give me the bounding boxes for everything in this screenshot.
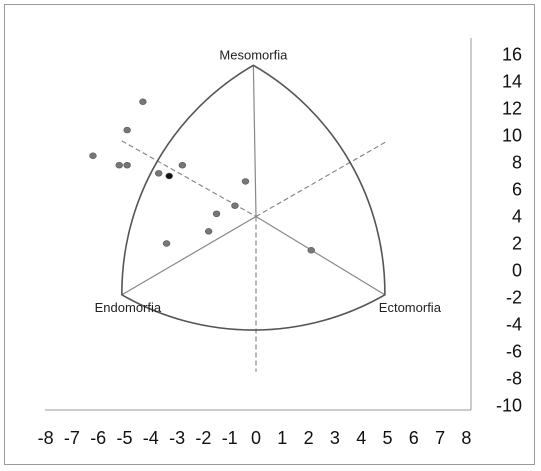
x-tick-label: 7	[435, 428, 445, 448]
y-tick-label: 14	[502, 72, 522, 92]
y-tick-label: 16	[502, 45, 522, 65]
data-point	[162, 240, 171, 247]
vertex-label-right: Ectomorfia	[379, 300, 442, 315]
x-tick-label: 4	[356, 428, 366, 448]
x-tick-label: 6	[409, 428, 419, 448]
y-tick-label: -8	[506, 369, 522, 389]
x-tick-label: 0	[251, 428, 261, 448]
y-tick-label: 0	[512, 261, 522, 281]
data-point	[212, 210, 221, 218]
x-tick-label: 5	[382, 428, 392, 448]
y-tick-label: 2	[512, 234, 522, 254]
data-point	[89, 152, 97, 159]
data-point	[231, 202, 239, 209]
data-point	[139, 98, 147, 105]
spoke-left	[121, 215, 257, 296]
x-tick-label: -5	[116, 428, 132, 448]
y-tick-label: 10	[502, 126, 522, 146]
y-tick-label: 12	[502, 99, 522, 119]
data-point	[241, 178, 250, 185]
x-tick-label: 8	[461, 428, 471, 448]
vertex-label-top: Mesomorfia	[219, 47, 288, 62]
chart-frame	[4, 4, 535, 465]
data-point	[154, 170, 163, 177]
data-point	[165, 172, 173, 180]
x-tick-label: 1	[277, 428, 287, 448]
y-tick-label: 6	[512, 180, 522, 200]
x-tick-label: -4	[143, 428, 159, 448]
x-tick-label: -6	[90, 428, 106, 448]
y-tick-label: -6	[506, 342, 522, 362]
spoke-right	[255, 215, 386, 296]
data-point	[123, 162, 131, 169]
x-tick-label: -1	[222, 428, 238, 448]
data-point	[178, 162, 187, 169]
x-tick-label: -8	[38, 428, 54, 448]
x-tick-label: -7	[64, 428, 80, 448]
x-tick-label: 3	[330, 428, 340, 448]
reuleaux-triangle	[121, 64, 388, 372]
axes	[45, 38, 472, 411]
dashed-right-axis	[255, 140, 388, 218]
y-tick-label: -2	[506, 288, 522, 308]
vertex-label-left: Endomorfia	[95, 300, 162, 315]
y-tick-label: 4	[512, 207, 522, 227]
data-point	[123, 126, 131, 134]
data-point	[307, 247, 315, 254]
x-tick-label: -3	[169, 428, 185, 448]
data-point	[115, 162, 123, 169]
data-points	[89, 98, 315, 254]
data-point	[204, 228, 213, 235]
reuleaux-outline	[121, 64, 386, 331]
spoke-top	[252, 65, 257, 217]
y-tick-label: 8	[512, 153, 522, 173]
x-tick-label: 2	[304, 428, 314, 448]
y-tick-label: -4	[506, 315, 522, 335]
y-tick-label: -10	[496, 396, 522, 416]
x-tick-label: -2	[195, 428, 211, 448]
